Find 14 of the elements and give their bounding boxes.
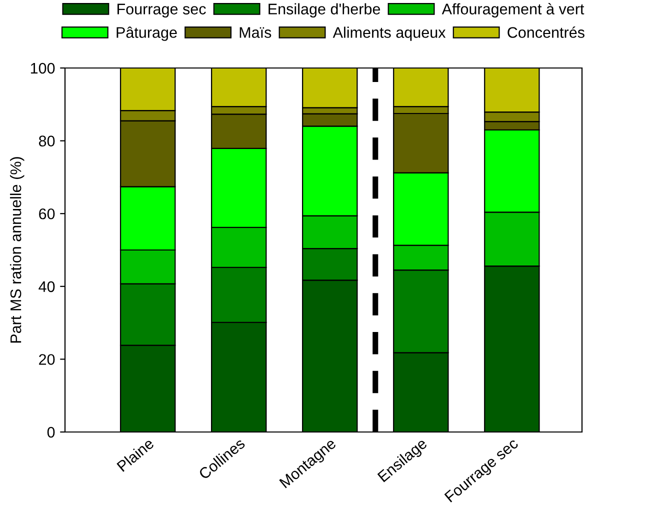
y-tick-label: 0: [47, 426, 55, 438]
legend-label: Aliments aqueux: [332, 26, 446, 41]
y-axis-title: Part MS ration annuelle (%): [10, 157, 24, 343]
legend-label: Ensilage d'herbe: [268, 3, 380, 18]
y-tick-label: 60: [39, 208, 55, 220]
y-tick-label: 100: [30, 62, 55, 74]
legend-label: Maïs: [240, 27, 272, 38]
legend-label: Affouragement à vert: [442, 3, 584, 18]
legend-label: Fourrage sec: [118, 4, 206, 18]
legend-label: Concentrés: [508, 26, 584, 38]
y-tick-label: 40: [38, 281, 55, 292]
legend-label: Pâturage: [116, 26, 177, 41]
y-tick-label: 80: [38, 136, 55, 146]
y-tick-label: 20: [39, 354, 55, 365]
